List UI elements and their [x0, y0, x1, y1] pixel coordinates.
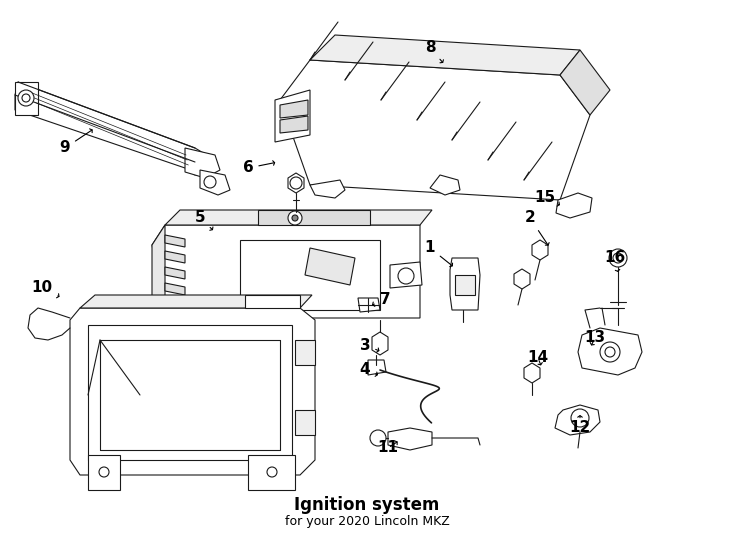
Polygon shape [15, 82, 215, 175]
Text: 11: 11 [377, 441, 399, 456]
Polygon shape [430, 175, 460, 195]
Polygon shape [514, 269, 530, 289]
Polygon shape [165, 210, 432, 225]
Text: 8: 8 [425, 40, 443, 63]
Polygon shape [295, 340, 315, 365]
Polygon shape [165, 251, 185, 263]
Polygon shape [70, 308, 315, 475]
Text: 5: 5 [195, 211, 213, 230]
Polygon shape [450, 258, 480, 310]
Text: 2: 2 [525, 211, 549, 245]
Polygon shape [288, 173, 304, 193]
Polygon shape [152, 225, 420, 318]
Circle shape [18, 90, 34, 106]
Polygon shape [358, 298, 380, 312]
Polygon shape [555, 405, 600, 435]
Text: 7: 7 [373, 293, 390, 307]
Polygon shape [310, 35, 580, 75]
Text: 3: 3 [360, 338, 379, 353]
Polygon shape [280, 116, 308, 133]
Circle shape [370, 430, 386, 446]
Polygon shape [15, 82, 38, 115]
Polygon shape [578, 328, 642, 375]
Polygon shape [185, 148, 220, 178]
Polygon shape [455, 275, 475, 295]
Circle shape [398, 268, 414, 284]
Text: 13: 13 [584, 330, 606, 346]
Polygon shape [165, 283, 185, 295]
Circle shape [290, 177, 302, 189]
Circle shape [99, 467, 109, 477]
Polygon shape [152, 225, 165, 338]
Polygon shape [310, 180, 345, 198]
Circle shape [204, 176, 216, 188]
Polygon shape [165, 299, 185, 311]
Text: for your 2020 Lincoln MKZ: for your 2020 Lincoln MKZ [285, 516, 449, 529]
Text: Ignition system: Ignition system [294, 496, 440, 514]
Polygon shape [258, 210, 370, 225]
Circle shape [613, 253, 623, 263]
Polygon shape [245, 295, 300, 308]
Polygon shape [88, 325, 292, 460]
Text: 10: 10 [32, 280, 59, 298]
Polygon shape [165, 267, 185, 279]
Polygon shape [556, 193, 592, 218]
Polygon shape [280, 60, 590, 200]
Polygon shape [280, 100, 308, 118]
Polygon shape [305, 248, 355, 285]
Polygon shape [295, 410, 315, 435]
Circle shape [600, 342, 620, 362]
Circle shape [605, 347, 615, 357]
Text: 12: 12 [570, 416, 591, 435]
Circle shape [571, 409, 589, 427]
Polygon shape [390, 262, 422, 288]
Text: 16: 16 [604, 251, 625, 272]
Circle shape [288, 211, 302, 225]
Polygon shape [248, 455, 295, 490]
Text: 15: 15 [534, 191, 559, 206]
Polygon shape [88, 455, 120, 490]
Polygon shape [388, 428, 432, 450]
Polygon shape [372, 332, 388, 355]
Circle shape [22, 94, 30, 102]
Polygon shape [200, 170, 230, 195]
Text: 9: 9 [59, 129, 92, 156]
Polygon shape [532, 240, 548, 260]
Polygon shape [165, 235, 185, 247]
Text: 6: 6 [243, 160, 275, 176]
Polygon shape [524, 363, 540, 383]
Circle shape [292, 215, 298, 221]
Polygon shape [80, 295, 312, 308]
Polygon shape [240, 240, 380, 310]
Text: 1: 1 [425, 240, 453, 267]
Polygon shape [368, 360, 386, 375]
Circle shape [267, 467, 277, 477]
Text: 4: 4 [360, 362, 377, 377]
Polygon shape [560, 50, 610, 115]
Text: 14: 14 [528, 350, 548, 366]
Circle shape [609, 249, 627, 267]
Polygon shape [275, 90, 310, 142]
